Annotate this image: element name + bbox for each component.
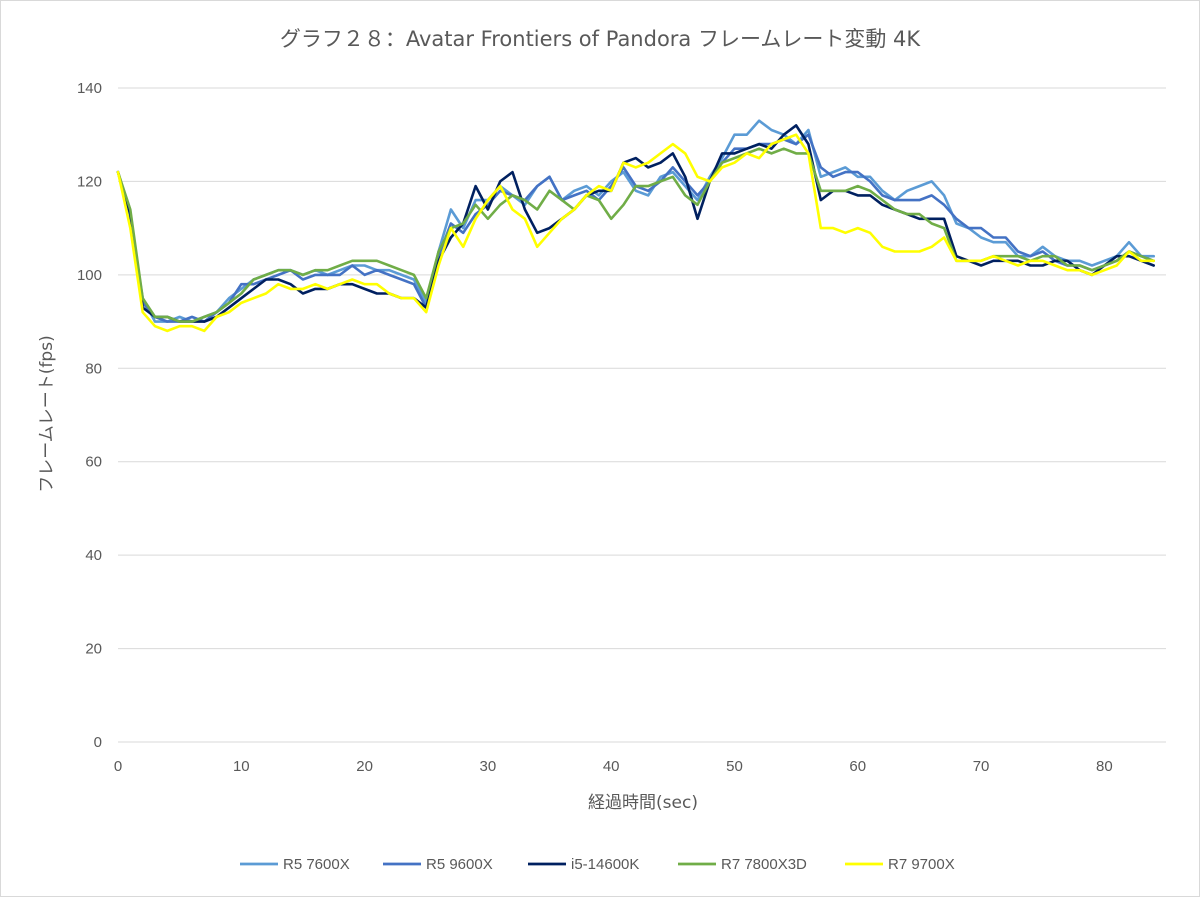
legend: R5 7600X R5 9600X i5-14600K R7 7800X3D R7 97…: [240, 856, 955, 873]
y-tick-label: 80: [85, 360, 102, 377]
y-tick-label: 0: [94, 734, 102, 751]
series-line-1: [116, 133, 1155, 323]
series-line-2: [116, 124, 1155, 323]
x-tick-label: 70: [973, 758, 990, 775]
series-line-0: [116, 119, 1155, 323]
y-tick-label: 20: [85, 641, 102, 658]
x-tick-label: 0: [114, 758, 122, 775]
x-tick-label: 30: [480, 758, 497, 775]
x-tick-label: 10: [233, 758, 250, 775]
series-lines: [116, 119, 1155, 333]
y-tick-label: 40: [85, 547, 102, 564]
legend-label: R5 9600X: [426, 856, 493, 873]
legend-label: R5 7600X: [283, 856, 350, 873]
y-tick-label: 120: [77, 173, 102, 190]
y-tick-label: 60: [85, 454, 102, 471]
legend-label: R7 7800X3D: [721, 856, 807, 873]
x-tick-label: 20: [356, 758, 373, 775]
series-line-4: [116, 133, 1155, 333]
gridlines: [118, 87, 1166, 743]
y-axis-ticks: 0 20 40 60 80 100 120 140: [77, 80, 102, 751]
y-axis-title: フレームレート(fps): [37, 335, 57, 492]
x-tick-label: 80: [1096, 758, 1113, 775]
legend-label: i5-14600K: [571, 856, 639, 873]
x-axis-title: 経過時間(sec): [588, 793, 698, 813]
x-tick-label: 60: [849, 758, 866, 775]
chart-title: グラフ２８：Avatar Frontiers of Pandora フレームレー…: [280, 27, 922, 51]
x-axis-ticks: 0 10 20 30 40 50 60 70 80: [114, 758, 1113, 775]
x-tick-label: 40: [603, 758, 620, 775]
series-line-3: [116, 147, 1155, 323]
y-tick-label: 140: [77, 80, 102, 97]
x-tick-label: 50: [726, 758, 743, 775]
legend-label: R7 9700X: [888, 856, 955, 873]
y-tick-label: 100: [77, 267, 102, 284]
